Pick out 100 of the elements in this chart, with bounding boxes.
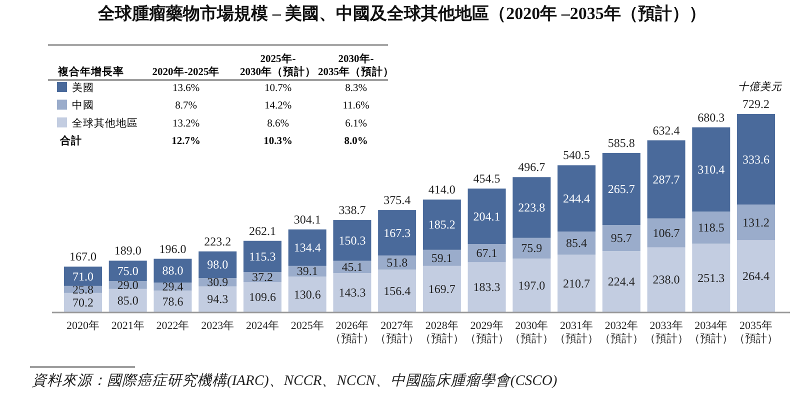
total-label: 262.1: [248, 224, 276, 238]
bar: [468, 244, 506, 262]
bar: [512, 258, 551, 312]
total-label: 454.5: [473, 172, 500, 186]
bar: [558, 232, 596, 255]
data-label: 197.0: [518, 278, 546, 292]
annotation: 合計: [59, 134, 82, 148]
data-label: 223.8: [518, 200, 546, 215]
x-tick-label: 2029年（預計）: [464, 320, 509, 345]
bar: [108, 288, 147, 312]
total-label: 223.2: [204, 234, 232, 248]
data-label: 45.1: [342, 260, 363, 274]
total-label: 304.1: [294, 212, 321, 226]
total-label: 585.8: [608, 136, 635, 150]
total-label: 375.4: [384, 193, 411, 208]
bar: [692, 212, 730, 244]
x-tick-label: 2028年（預計）: [420, 320, 464, 345]
chart-title: 全球腫瘤藥物市場規模 – 美國、中國及全球其他地區（2020年 –2035年（預計））: [97, 4, 706, 23]
x-tick-label: 2033年（預計）: [644, 320, 688, 345]
bar: [422, 266, 461, 312]
bar: [558, 254, 596, 312]
data-label: 85.4: [566, 236, 588, 250]
data-label: 185.2: [428, 218, 456, 232]
data-label: 264.4: [742, 269, 770, 284]
bar: [468, 262, 506, 312]
annotation: 8.0%: [344, 136, 368, 148]
bar: [602, 152, 640, 226]
bar: [737, 204, 775, 240]
legend-label: 全球其他地區: [72, 116, 138, 130]
bar: [378, 270, 416, 312]
data-label: 204.1: [473, 209, 500, 224]
bar: [108, 260, 147, 282]
x-tick-label: 2026年（預計）: [330, 320, 374, 345]
data-label: 333.6: [742, 152, 770, 166]
text: 13.6%: [172, 83, 200, 94]
text: 14.2%: [264, 100, 292, 112]
data-label: 210.7: [563, 276, 590, 290]
data-label: 29.4: [162, 280, 184, 294]
data-label: 106.7: [652, 226, 680, 240]
data-label: 143.3: [338, 286, 366, 300]
x-tick-label: 2020年: [66, 320, 100, 332]
annotation: 8.6%: [267, 118, 290, 130]
data-label: 71.0: [72, 269, 94, 284]
x-tick-label: 2023年: [201, 320, 234, 332]
bar: [243, 240, 282, 272]
text: 2025年- 2030年（預計）: [240, 52, 316, 78]
data-label: 95.7: [610, 231, 632, 246]
bar: [288, 229, 326, 266]
text: 10.7%: [264, 83, 292, 94]
data-label: 183.3: [473, 280, 500, 294]
data-label: 169.7: [428, 282, 456, 296]
x-tick-label: 2035年（預計）: [734, 320, 778, 345]
data-label: 88.0: [162, 264, 184, 278]
data-label: 51.8: [386, 256, 408, 270]
data-label: 310.4: [698, 162, 725, 176]
bar: [288, 276, 326, 312]
bar: [198, 251, 237, 278]
total-label: 496.7: [518, 160, 546, 174]
y-axis-title: 十億美元: [738, 81, 783, 93]
bar: [64, 266, 102, 286]
data-label: 98.0: [207, 258, 228, 272]
x-tick-label: 2022年: [156, 320, 190, 332]
data-label: 30.9: [207, 275, 228, 290]
bar: [602, 225, 640, 252]
text: 2020年-2025年: [152, 65, 220, 78]
text: 11.6%: [342, 100, 370, 112]
annotation: 13.2%: [172, 118, 200, 130]
data-label: 167.3: [384, 226, 411, 240]
data-label: 224.4: [608, 274, 635, 289]
total-label: 414.0: [428, 182, 456, 197]
bar: [154, 290, 192, 312]
data-label: 244.4: [563, 191, 590, 206]
bar: [602, 251, 640, 312]
bar: [737, 240, 775, 312]
x-tick-label: 2030年（預計）: [510, 320, 554, 345]
data-label: 265.7: [608, 182, 635, 196]
x-tick-label: 2025年: [290, 320, 324, 332]
data-label: 37.2: [252, 270, 273, 284]
legend-label: 中國: [72, 98, 94, 112]
legend-title: 複合年增長率: [57, 65, 124, 78]
data-label: 130.6: [294, 287, 321, 302]
x-tick-label: 2024年: [246, 320, 279, 332]
annotation: 10.3%: [264, 136, 292, 148]
bar: [647, 140, 686, 218]
data-label: 67.1: [476, 246, 498, 260]
data-label: 25.8: [72, 282, 94, 296]
bar: [468, 188, 506, 244]
annotation: 6.1%: [345, 118, 368, 130]
x-tick-label: 2032年（預計）: [599, 320, 644, 345]
data-label: 115.3: [249, 249, 276, 264]
data-label: 39.1: [296, 264, 318, 278]
total-label: 729.2: [742, 97, 770, 111]
total-label: 680.3: [698, 110, 725, 124]
data-label: 75.0: [117, 264, 138, 278]
data-label: 156.4: [384, 284, 411, 298]
x-tick-label: 2031年（預計）: [554, 320, 599, 345]
bar: [243, 282, 282, 312]
annotation: 12.7%: [172, 136, 200, 148]
bar: [333, 273, 372, 312]
bar: [692, 244, 730, 312]
